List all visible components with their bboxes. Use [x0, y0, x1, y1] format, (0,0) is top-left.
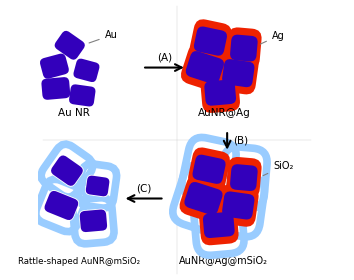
FancyBboxPatch shape — [230, 164, 258, 191]
FancyBboxPatch shape — [85, 175, 110, 197]
FancyBboxPatch shape — [80, 209, 107, 232]
FancyBboxPatch shape — [226, 157, 262, 198]
FancyBboxPatch shape — [203, 212, 235, 238]
FancyBboxPatch shape — [199, 205, 239, 245]
FancyBboxPatch shape — [204, 80, 236, 106]
FancyBboxPatch shape — [44, 190, 79, 221]
FancyBboxPatch shape — [221, 147, 267, 208]
FancyBboxPatch shape — [181, 44, 229, 91]
FancyBboxPatch shape — [79, 164, 116, 208]
FancyBboxPatch shape — [200, 72, 240, 113]
Text: Rattle-shaped AuNR@mSiO₂: Rattle-shaped AuNR@mSiO₂ — [18, 257, 140, 266]
FancyBboxPatch shape — [222, 192, 255, 220]
FancyBboxPatch shape — [189, 19, 232, 63]
Text: (A): (A) — [157, 53, 172, 62]
FancyBboxPatch shape — [186, 51, 224, 84]
FancyBboxPatch shape — [188, 147, 230, 191]
FancyBboxPatch shape — [194, 195, 244, 255]
FancyBboxPatch shape — [79, 209, 108, 233]
FancyBboxPatch shape — [184, 182, 223, 215]
FancyBboxPatch shape — [36, 179, 87, 232]
FancyBboxPatch shape — [73, 59, 99, 82]
FancyBboxPatch shape — [73, 198, 114, 244]
FancyBboxPatch shape — [86, 176, 109, 196]
FancyBboxPatch shape — [41, 144, 93, 197]
FancyBboxPatch shape — [218, 52, 259, 94]
FancyBboxPatch shape — [222, 59, 255, 87]
FancyBboxPatch shape — [51, 155, 83, 186]
FancyBboxPatch shape — [194, 27, 227, 56]
FancyBboxPatch shape — [41, 77, 70, 100]
Text: Ag: Ag — [260, 31, 285, 44]
Text: (C): (C) — [136, 183, 151, 193]
Text: (B): (B) — [233, 135, 248, 145]
FancyBboxPatch shape — [218, 184, 259, 227]
FancyBboxPatch shape — [45, 191, 78, 220]
Text: Au: Au — [89, 30, 118, 43]
FancyBboxPatch shape — [40, 53, 69, 79]
Text: AuNR@Ag: AuNR@Ag — [198, 108, 250, 118]
FancyBboxPatch shape — [173, 165, 234, 232]
FancyBboxPatch shape — [182, 137, 236, 201]
FancyBboxPatch shape — [69, 84, 96, 106]
FancyBboxPatch shape — [230, 35, 258, 62]
FancyBboxPatch shape — [193, 155, 225, 184]
FancyBboxPatch shape — [50, 155, 84, 187]
FancyBboxPatch shape — [55, 31, 85, 60]
FancyBboxPatch shape — [179, 175, 227, 222]
FancyBboxPatch shape — [212, 174, 264, 237]
Text: Au NR: Au NR — [58, 108, 90, 118]
Text: AuNR@Ag@mSiO₂: AuNR@Ag@mSiO₂ — [179, 256, 268, 266]
Text: SiO₂: SiO₂ — [263, 161, 293, 176]
FancyBboxPatch shape — [226, 27, 262, 69]
